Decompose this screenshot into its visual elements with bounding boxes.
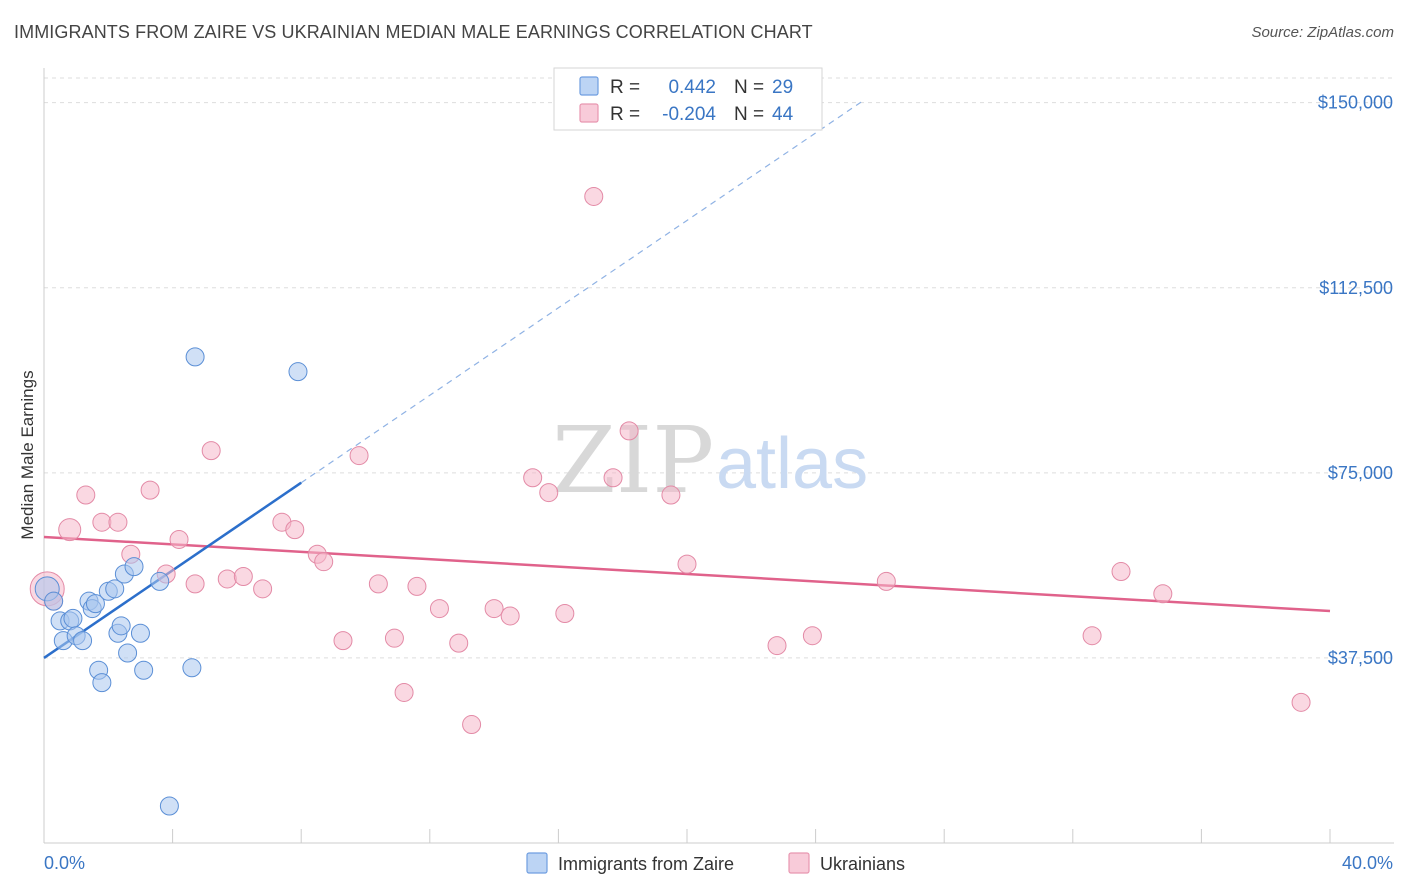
point-ukrainians [523,468,543,488]
series-legend-label-pink: Ukrainians [820,854,905,874]
point-ukrainians [767,636,787,656]
point-ukrainians [92,512,112,532]
point-ukrainians [76,485,96,505]
watermark-atlas: atlas [716,424,868,504]
point-zaire [63,608,83,628]
point-ukrainians [429,599,449,619]
data-points [29,186,1311,816]
point-zaire [118,643,138,663]
point-ukrainians [555,604,575,623]
y-tick-label: $75,000 [1328,463,1393,483]
series-legend: Immigrants from Zaire Ukrainians [526,852,905,874]
point-ukrainians [1291,692,1311,712]
point-ukrainians [876,571,896,591]
point-ukrainians [500,606,520,626]
point-zaire [134,660,154,680]
point-ukrainians [449,633,469,653]
point-ukrainians [384,628,404,648]
point-zaire [185,347,205,367]
x-tick-labels: 0.0% 40.0% [44,853,1393,873]
point-ukrainians [407,576,427,596]
point-ukrainians [584,186,604,206]
point-ukrainians [108,512,128,532]
point-ukrainians [802,626,822,646]
legend-r-value-pink: -0.204 [662,104,716,125]
point-zaire [85,594,105,614]
point-ukrainians [314,552,334,572]
point-ukrainians [484,599,504,619]
source-label: Source: ZipAtlas.com [1251,24,1394,41]
point-ukrainians [1082,626,1102,646]
point-ukrainians [368,574,388,594]
legend-swatch-blue [579,76,599,96]
series-legend-swatch-pink [788,852,810,874]
chart-title: IMMIGRANTS FROM ZAIRE VS UKRAINIAN MEDIA… [14,22,813,42]
legend-n-value-blue: 29 [772,77,793,98]
legend-n-label-blue: N = [734,77,764,98]
legend-r-value-blue: 0.442 [668,77,716,98]
point-ukrainians [140,480,160,500]
point-ukrainians [185,574,205,594]
point-ukrainians [333,631,353,651]
point-zaire [44,591,64,611]
point-zaire [288,362,308,382]
point-ukrainians [58,518,82,542]
point-zaire [105,579,125,599]
legend-swatch-pink [579,103,599,123]
point-zaire [159,796,179,816]
legend-n-value-pink: 44 [772,104,794,125]
point-zaire [73,631,93,651]
point-ukrainians [539,483,559,503]
point-ukrainians [169,529,189,549]
axes [43,68,1394,844]
watermark: ZIP atlas [552,407,868,514]
legend-r-label-blue: R = [610,77,640,98]
trend-line-ukrainians [43,535,1331,613]
legend-n-label-pink: N = [734,104,764,125]
legend-r-label-pink: R = [610,104,640,125]
point-ukrainians [349,446,369,466]
point-zaire [92,673,112,693]
point-ukrainians [217,569,237,589]
point-ukrainians [394,682,414,702]
point-ukrainians [677,554,697,574]
point-zaire [182,658,202,678]
point-ukrainians [603,468,623,488]
point-ukrainians [619,421,639,441]
y-tick-label: $150,000 [1318,93,1393,113]
point-ukrainians [233,566,253,586]
correlation-legend: R = 0.442 N = 29 R = -0.204 N = 44 [553,67,823,131]
point-zaire [111,616,131,636]
series-legend-label-blue: Immigrants from Zaire [558,854,734,874]
point-zaire [150,571,170,591]
y-tick-label: $112,500 [1319,278,1393,298]
x-tick-label: 0.0% [44,853,85,873]
point-ukrainians [201,441,221,461]
series-legend-swatch-blue [526,852,548,874]
y-axis-title: Median Male Earnings [18,370,37,539]
y-tick-labels: $37,500 $75,000 $112,500 $150,000 [1318,93,1393,668]
point-ukrainians [1153,584,1173,604]
point-ukrainians [253,579,273,599]
y-tick-label: $37,500 [1328,648,1393,668]
x-tick-label: 40.0% [1342,853,1393,873]
trend-line-zaire-extension [300,99,865,484]
point-zaire [130,623,150,643]
point-zaire [124,557,144,577]
point-ukrainians [661,485,681,505]
point-ukrainians [1111,562,1131,582]
point-ukrainians [285,520,305,540]
point-ukrainians [462,715,482,735]
